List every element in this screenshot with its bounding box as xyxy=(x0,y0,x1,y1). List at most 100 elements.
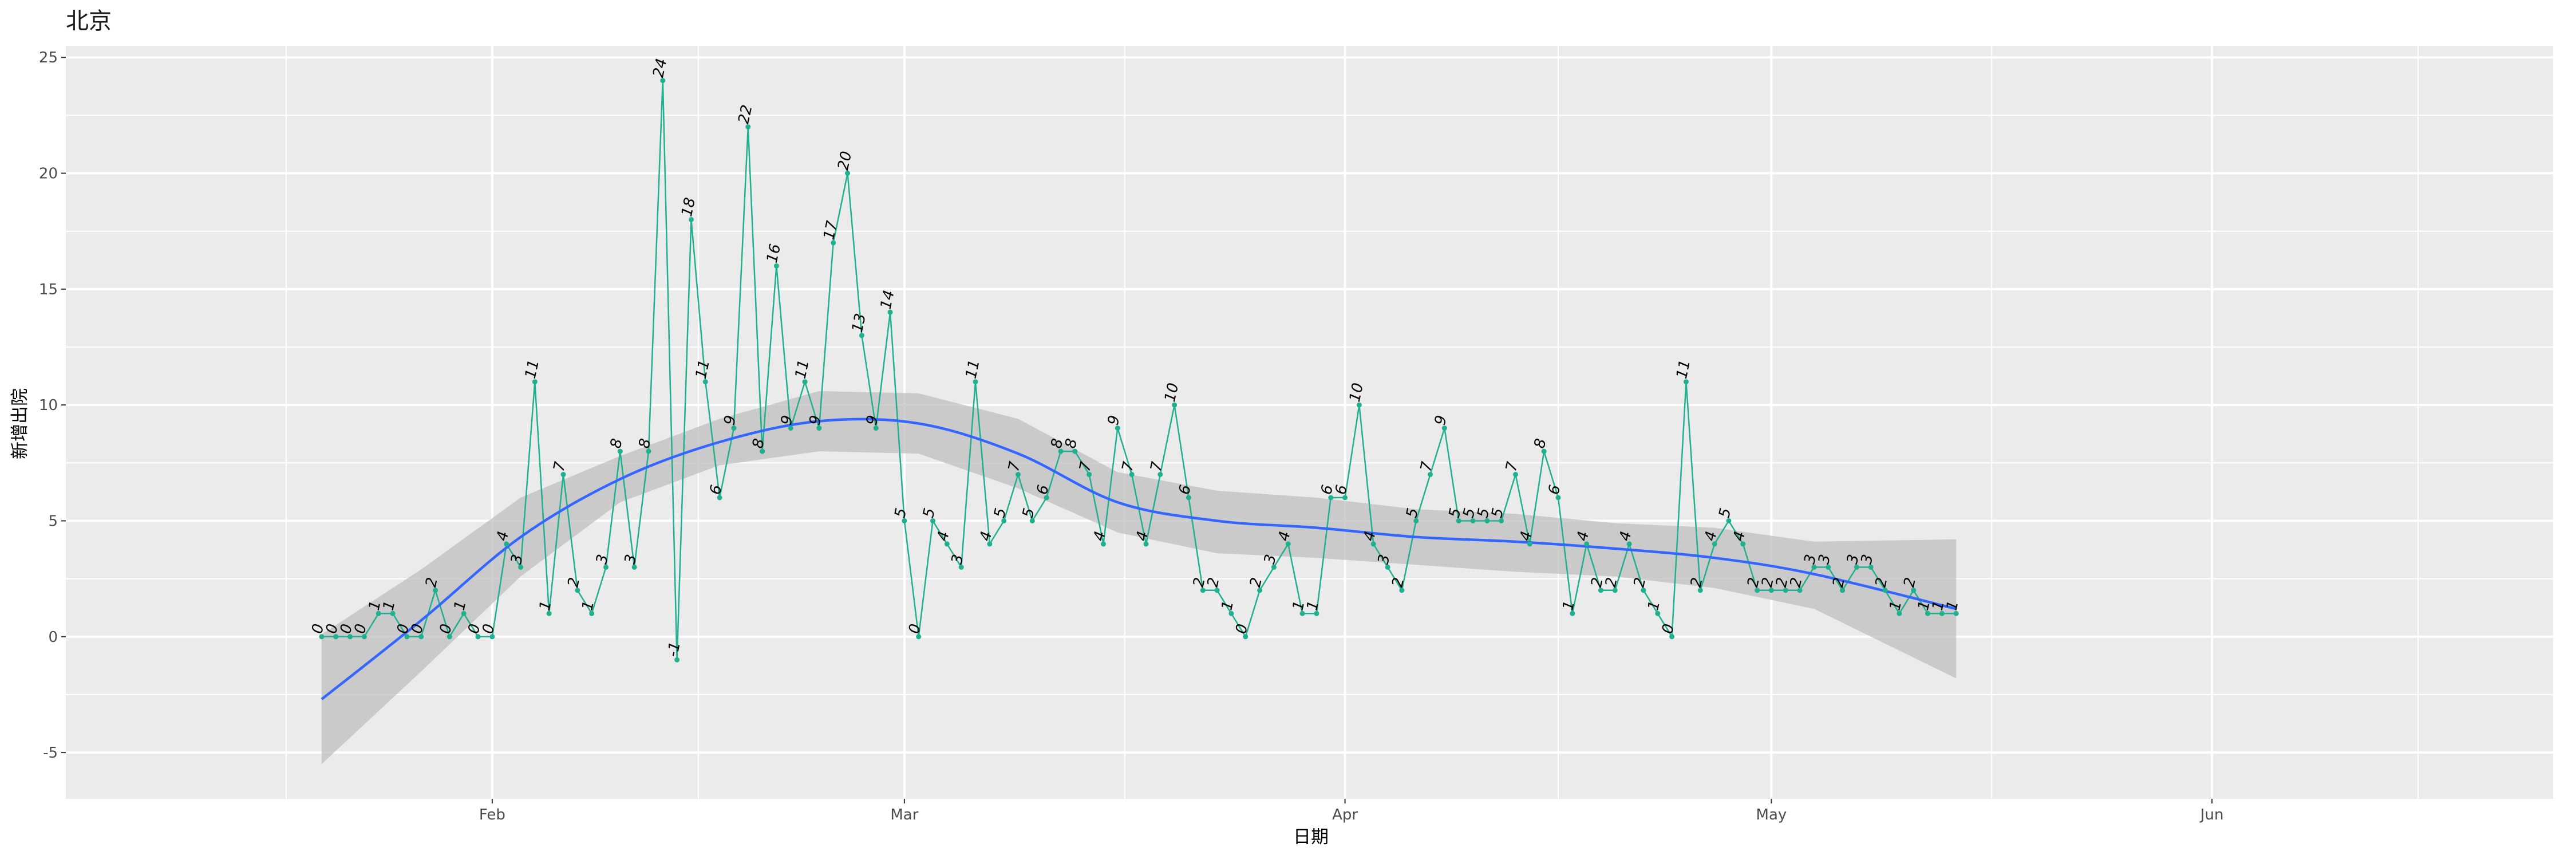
confidence-band-layer xyxy=(321,391,1957,765)
data-label: 0 xyxy=(408,622,427,635)
data-label: 7 xyxy=(1417,460,1436,473)
data-point xyxy=(1797,588,1803,593)
data-label: 4 xyxy=(1517,530,1536,542)
data-label: 6 xyxy=(1176,483,1195,496)
x-tick-label: Apr xyxy=(1332,806,1358,823)
data-label: 14 xyxy=(878,289,898,311)
data-label: 2 xyxy=(1631,576,1650,589)
data-label: 6 xyxy=(1546,483,1564,496)
data-label: 11 xyxy=(963,358,983,381)
data-point xyxy=(1016,472,1021,478)
data-label: 2 xyxy=(1588,576,1607,589)
data-label: 1 xyxy=(1915,599,1934,612)
data-label: 7 xyxy=(1503,460,1522,473)
data-label: 4 xyxy=(1275,530,1294,542)
data-label: 8 xyxy=(749,437,768,450)
data-point xyxy=(1470,518,1476,523)
data-label: 1 xyxy=(1559,599,1578,612)
data-point xyxy=(376,610,381,616)
data-label: 3 xyxy=(1858,553,1877,565)
data-label: 1 xyxy=(1290,599,1309,612)
data-point xyxy=(631,564,637,570)
data-point xyxy=(1441,425,1447,431)
data-point xyxy=(1356,402,1362,408)
data-point xyxy=(788,425,793,431)
data-point xyxy=(1228,610,1234,616)
data-point xyxy=(1939,610,1945,616)
data-point xyxy=(1399,588,1405,593)
data-point xyxy=(1115,425,1120,431)
data-point xyxy=(1385,564,1390,570)
plot-panel xyxy=(66,46,2553,799)
data-label: 4 xyxy=(1091,530,1109,542)
data-point xyxy=(831,240,836,246)
data-label: 5 xyxy=(920,506,939,519)
data-label: 1 xyxy=(1943,599,1962,612)
data-label: 6 xyxy=(707,483,726,496)
data-point xyxy=(1058,448,1064,454)
data-label: 2 xyxy=(1688,576,1706,589)
data-point xyxy=(660,78,666,84)
data-point xyxy=(916,634,922,640)
data-label: 7 xyxy=(551,460,570,473)
data-label: 3 xyxy=(1801,553,1820,565)
data-label: 7 xyxy=(1076,460,1095,473)
data-point xyxy=(1001,518,1007,523)
data-label: 18 xyxy=(678,196,699,218)
data-label: 1 xyxy=(1929,599,1948,612)
data-label: 4 xyxy=(1361,530,1380,542)
data-label: 5 xyxy=(1474,507,1493,519)
data-label: 5 xyxy=(1716,506,1735,519)
data-label: 2 xyxy=(564,576,583,589)
data-point xyxy=(589,610,595,616)
data-point xyxy=(489,634,495,640)
data-label: 6 xyxy=(1332,483,1351,496)
data-point xyxy=(1172,402,1178,408)
data-label: 3 xyxy=(949,553,967,565)
data-point xyxy=(1655,610,1661,616)
data-point xyxy=(802,379,808,385)
data-point xyxy=(1755,588,1760,593)
data-point xyxy=(532,379,538,385)
data-point xyxy=(575,588,580,593)
data-label: 4 xyxy=(977,530,995,542)
data-point xyxy=(1072,448,1078,454)
data-point xyxy=(1555,495,1561,501)
data-label: 24 xyxy=(650,57,670,80)
data-point xyxy=(816,425,822,431)
y-tick-label: 5 xyxy=(48,513,58,530)
data-point xyxy=(617,448,623,454)
data-label: 0 xyxy=(906,622,924,635)
data-label: 0 xyxy=(437,622,456,635)
data-point xyxy=(1456,518,1461,523)
data-point xyxy=(1186,495,1191,501)
x-tick-label: Jun xyxy=(2199,806,2224,823)
data-label: 16 xyxy=(764,242,784,265)
data-label: 0 xyxy=(323,622,342,635)
point-labels-layer: 000011002010043111721383824-118116922816… xyxy=(309,57,1962,659)
data-label: 3 xyxy=(508,553,527,565)
data-point xyxy=(404,634,410,640)
data-label: 0 xyxy=(351,622,370,635)
data-label: 0 xyxy=(337,622,356,635)
data-point xyxy=(930,518,936,523)
data-point xyxy=(1740,541,1746,547)
data-label: 6 xyxy=(1034,483,1053,496)
data-point xyxy=(1612,588,1618,593)
x-tick-label: Mar xyxy=(890,806,918,823)
y-tick-label: -5 xyxy=(43,744,58,762)
x-axis: Feb Mar Apr May Jun xyxy=(479,799,2224,823)
data-label: 5 xyxy=(1403,507,1422,519)
data-point xyxy=(418,634,424,640)
data-label: 1 xyxy=(451,599,470,612)
data-point xyxy=(1328,495,1334,501)
data-point xyxy=(674,657,680,663)
data-label: 8 xyxy=(607,437,626,450)
data-label: 9 xyxy=(778,414,797,427)
data-label: 4 xyxy=(1730,530,1749,542)
data-point xyxy=(902,518,907,523)
data-label: 4 xyxy=(1702,530,1721,542)
data-label: 1 xyxy=(1218,599,1237,612)
data-label: 8 xyxy=(1531,437,1550,450)
data-label: 7 xyxy=(1147,460,1166,473)
